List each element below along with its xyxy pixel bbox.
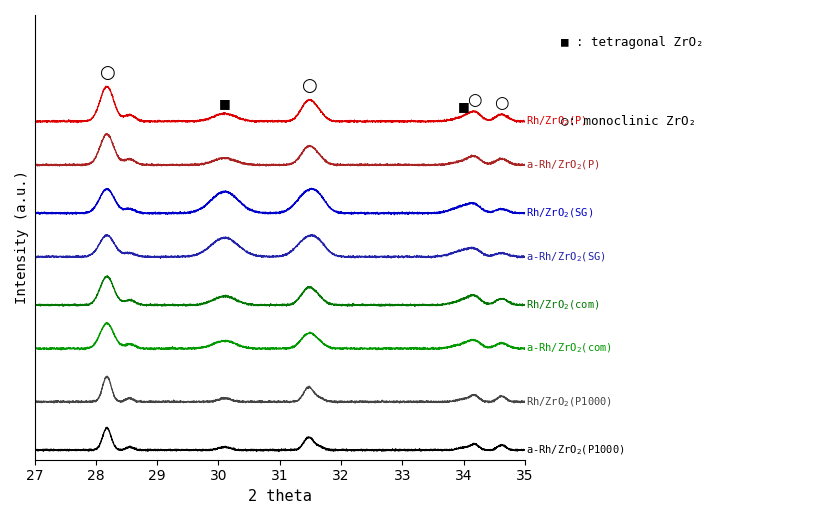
Text: Rh/ZrO$_2$(P): Rh/ZrO$_2$(P) [526,115,587,128]
Text: ○: ○ [301,77,316,95]
Text: ○: ○ [495,94,509,112]
Text: ■: ■ [458,100,469,113]
Text: ○: monoclinic ZrO₂: ○: monoclinic ZrO₂ [561,114,696,127]
Text: Rh/ZrO$_2$(P1000): Rh/ZrO$_2$(P1000) [526,395,613,408]
Text: Rh/ZrO$_2$(com): Rh/ZrO$_2$(com) [526,298,600,312]
X-axis label: 2 theta: 2 theta [248,489,312,504]
Text: ○: ○ [468,91,482,109]
Text: a-Rh/ZrO$_2$(P): a-Rh/ZrO$_2$(P) [526,158,600,172]
Text: a-Rh/ZrO$_2$(SG): a-Rh/ZrO$_2$(SG) [526,250,606,264]
Text: a-Rh/ZrO$_2$(P1000): a-Rh/ZrO$_2$(P1000) [526,443,625,457]
Text: Rh/ZrO$_2$(SG): Rh/ZrO$_2$(SG) [526,206,594,220]
Text: ■ : tetragonal ZrO₂: ■ : tetragonal ZrO₂ [561,36,704,49]
Text: ○: ○ [99,64,115,81]
Text: ■: ■ [219,98,230,111]
Text: a-Rh/ZrO$_2$(com): a-Rh/ZrO$_2$(com) [526,342,613,355]
Y-axis label: Intensity (a.u.): Intensity (a.u.) [15,170,29,304]
